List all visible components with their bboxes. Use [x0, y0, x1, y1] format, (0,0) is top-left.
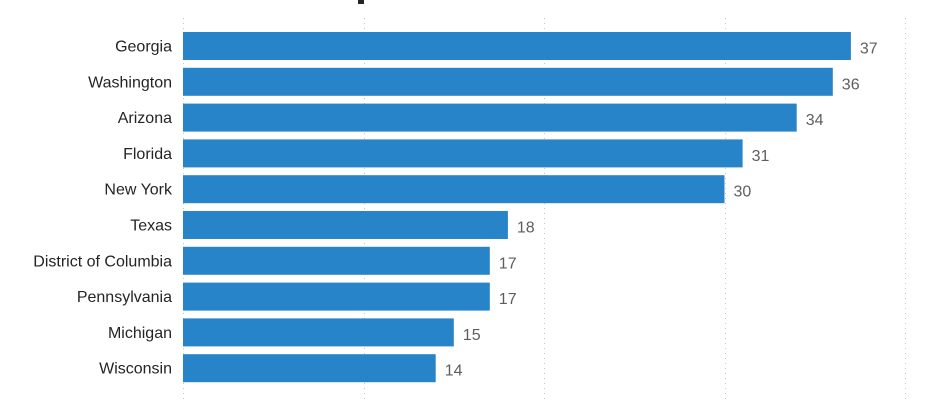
bar-texas[interactable]: [183, 211, 508, 239]
bar-florida[interactable]: [183, 139, 743, 168]
data-label: 30: [734, 184, 752, 201]
bar-georgia[interactable]: [183, 32, 851, 60]
bar-michigan[interactable]: [183, 318, 454, 347]
bar-district-of-columbia[interactable]: [183, 246, 490, 275]
bar-new-york[interactable]: [183, 175, 725, 204]
category-label: District of Columbia: [33, 253, 172, 270]
data-labels: 37 36 34 31 30 18 17 17 15 14: [445, 41, 878, 380]
category-label: Arizona: [118, 110, 172, 127]
bars: [183, 32, 851, 383]
data-label: 18: [517, 220, 535, 237]
data-label: 15: [463, 327, 481, 344]
chart-title-fragment: [358, 0, 364, 4]
category-labels: Georgia Washington Arizona Florida New York T…: [33, 39, 173, 378]
data-label: 36: [842, 76, 860, 93]
data-label: 37: [860, 41, 878, 58]
data-label: 17: [499, 255, 517, 272]
category-label: New York: [104, 182, 173, 199]
category-label: Michigan: [108, 325, 172, 342]
data-label: 17: [499, 291, 517, 308]
category-label: Florida: [123, 146, 172, 163]
gridlines: [183, 18, 906, 400]
category-label: Georgia: [115, 39, 172, 56]
bar-washington[interactable]: [183, 67, 833, 96]
bar-arizona[interactable]: [183, 103, 797, 132]
data-label: 14: [445, 363, 463, 380]
bar-pennsylvania[interactable]: [183, 282, 490, 311]
category-label: Wisconsin: [99, 361, 172, 378]
category-label: Pennsylvania: [77, 289, 172, 306]
data-label: 31: [752, 148, 770, 165]
data-label: 34: [806, 112, 824, 129]
category-label: Washington: [88, 74, 172, 91]
bar-wisconsin[interactable]: [183, 354, 436, 383]
category-label: Texas: [130, 218, 172, 235]
